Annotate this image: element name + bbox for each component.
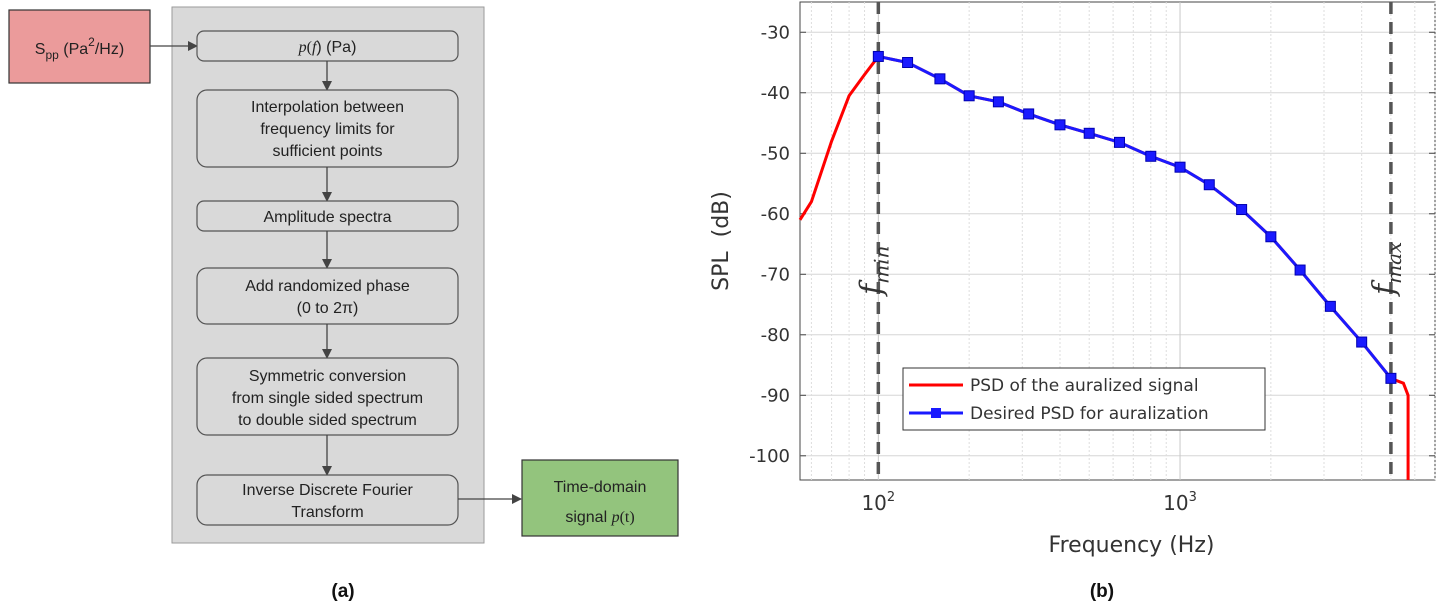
legend-label-desired: Desired PSD for auralization — [970, 404, 1209, 424]
y-tick-label: -100 — [749, 446, 790, 467]
pf-symbol: p — [298, 39, 307, 56]
amplitude-label: Amplitude spectra — [263, 209, 391, 226]
x-tick-exp: 3 — [1189, 490, 1197, 505]
step-pf: p(f) (Pa) — [196, 30, 459, 62]
flowchart: Spp (Pa2/Hz) p(f) (Pa) Interpolation bet… — [8, 6, 679, 602]
input-units-b: /Hz) — [95, 41, 124, 58]
desired-point — [963, 90, 975, 102]
desired-point — [902, 57, 914, 69]
idft-line-1: Inverse Discrete Fourier — [242, 482, 413, 499]
step-phase: Add randomized phase (0 to 2π) — [196, 267, 459, 325]
output-line-2a: signal — [565, 509, 611, 526]
y-tick-label: -60 — [761, 204, 790, 225]
axes: -30 -40 -50 -60 -70 -80 -90 -100 102 103… — [709, 22, 1214, 558]
pf-units: ) (Pa) — [316, 39, 356, 56]
step-interpolation: Interpolation between frequency limits f… — [196, 89, 459, 168]
desired-point — [992, 96, 1004, 108]
x-axis-label: Frequency (Hz) — [1049, 533, 1215, 558]
x-tick-label: 103 — [1163, 490, 1197, 515]
pf-variable: f — [312, 39, 319, 56]
phase-line-2: (0 to 2π) — [297, 300, 359, 317]
legend: PSD of the auralized signal Desired PSD … — [902, 367, 1266, 431]
x-tick-labels: 102 103 — [861, 490, 1196, 515]
desired-point — [934, 73, 946, 85]
desired-point — [872, 50, 884, 62]
desired-point — [1054, 119, 1066, 131]
y-tick-label: -40 — [761, 83, 790, 104]
interpolation-line-3: sufficient points — [273, 143, 383, 160]
desired-point — [1236, 204, 1248, 216]
input-spectrum-box: Spp (Pa2/Hz) — [8, 9, 151, 84]
y-tick-label: -90 — [761, 385, 790, 406]
panel-b-label: (b) — [1090, 581, 1114, 602]
desired-point — [1145, 150, 1157, 162]
y-tick-labels: -30 -40 -50 -60 -70 -80 -90 -100 — [749, 22, 790, 467]
idft-line-2: Transform — [291, 504, 363, 521]
y-tick-label: -50 — [761, 143, 790, 164]
desired-point — [1324, 300, 1336, 312]
desired-point — [1385, 372, 1397, 384]
desired-point — [1113, 136, 1125, 148]
fmax-subscript: max — [1382, 242, 1406, 284]
grid — [800, 2, 1436, 480]
interpolation-line-1: Interpolation between — [251, 99, 404, 116]
spl-plot: -30 -40 -50 -60 -70 -80 -90 -100 102 103… — [709, 1, 1436, 602]
phase-line-1: Add randomized phase — [245, 278, 410, 295]
series — [798, 50, 1410, 480]
y-tick-label: -70 — [761, 264, 790, 285]
symmetric-line-1: Symmetric conversion — [249, 368, 406, 385]
input-superscript: 2 — [88, 35, 95, 49]
y-axis-label: SPL (dB) — [709, 191, 734, 291]
y-tick-label: -30 — [761, 22, 790, 43]
symmetric-line-2: from single sided spectrum — [232, 390, 423, 407]
y-tick-label: -80 — [761, 325, 790, 346]
input-symbol: S — [35, 41, 46, 58]
svg-text:signal p(t): signal p(t) — [565, 509, 634, 526]
desired-point — [1294, 264, 1306, 276]
desired-point — [1174, 161, 1186, 173]
desired-point — [1023, 108, 1035, 120]
x-tick-label: 102 — [861, 490, 895, 515]
step-amplitude: Amplitude spectra — [196, 200, 459, 232]
desired-point — [1265, 231, 1277, 243]
desired-point — [1203, 179, 1215, 191]
output-line-1: Time-domain — [554, 479, 647, 496]
output-symbol: p — [611, 509, 620, 526]
input-units-a: (Pa — [59, 41, 88, 58]
panel-a-label: (a) — [331, 581, 354, 602]
output-line-2c: (t) — [620, 509, 635, 526]
fmin-subscript: min — [869, 246, 893, 284]
desired-point — [1083, 127, 1095, 139]
legend-label-auralized: PSD of the auralized signal — [970, 376, 1199, 396]
desired-point — [1356, 336, 1368, 348]
legend-box — [902, 367, 1266, 431]
pf-paren-open: ( — [307, 39, 312, 56]
x-tick-base: 10 — [1163, 491, 1188, 515]
interpolation-line-2: frequency limits for — [260, 121, 395, 138]
legend-marker-desired — [931, 408, 941, 418]
output-signal-box: Time-domain signal p(t) — [521, 459, 679, 537]
input-subscript: pp — [45, 48, 59, 62]
svg-text:Spp (Pa2/Hz): Spp (Pa2/Hz) — [35, 35, 124, 62]
step-symmetric: Symmetric conversion from single sided s… — [196, 357, 459, 436]
step-idft: Inverse Discrete Fourier Transform — [196, 474, 459, 526]
x-tick-exp: 2 — [887, 490, 895, 505]
symmetric-line-3: to double sided spectrum — [238, 412, 417, 429]
x-tick-base: 10 — [861, 491, 886, 515]
svg-text:p(f) (Pa): p(f) (Pa) — [298, 39, 357, 56]
